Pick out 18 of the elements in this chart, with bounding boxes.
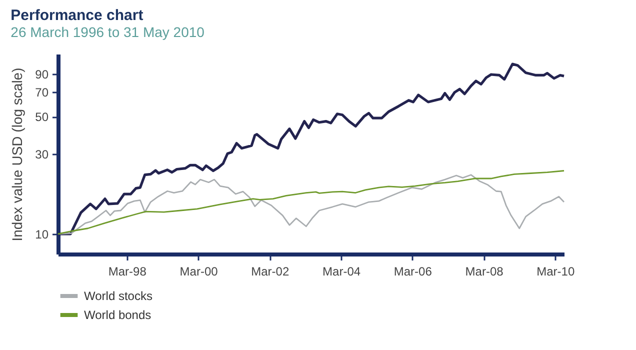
y-tick-label: 50 bbox=[35, 110, 49, 124]
chart-subtitle: 26 March 1996 to 31 May 2010 bbox=[10, 24, 205, 40]
line-series bbox=[56, 62, 566, 236]
legend-label: World bonds bbox=[84, 308, 152, 322]
y-tick-label: 70 bbox=[35, 86, 49, 100]
x-tick-label: Mar-10 bbox=[536, 264, 575, 278]
x-tick-label: Mar-04 bbox=[322, 264, 361, 278]
x-tick-label: Mar-02 bbox=[251, 264, 290, 278]
y-tick-label: 90 bbox=[35, 67, 49, 82]
chart-title: Performance chart bbox=[10, 7, 144, 24]
legend-label: World stocks bbox=[84, 289, 152, 303]
y-tick-label: 30 bbox=[35, 147, 49, 162]
x-tick-label: Mar-08 bbox=[465, 264, 504, 278]
x-tick-label: Mar-00 bbox=[180, 264, 218, 278]
y-axis-title: Index value USD (log scale) bbox=[9, 68, 26, 242]
x-tick-label: Mar-98 bbox=[108, 264, 147, 278]
x-tick-label: Mar-06 bbox=[394, 264, 432, 278]
y-tick-label: 10 bbox=[35, 227, 49, 242]
